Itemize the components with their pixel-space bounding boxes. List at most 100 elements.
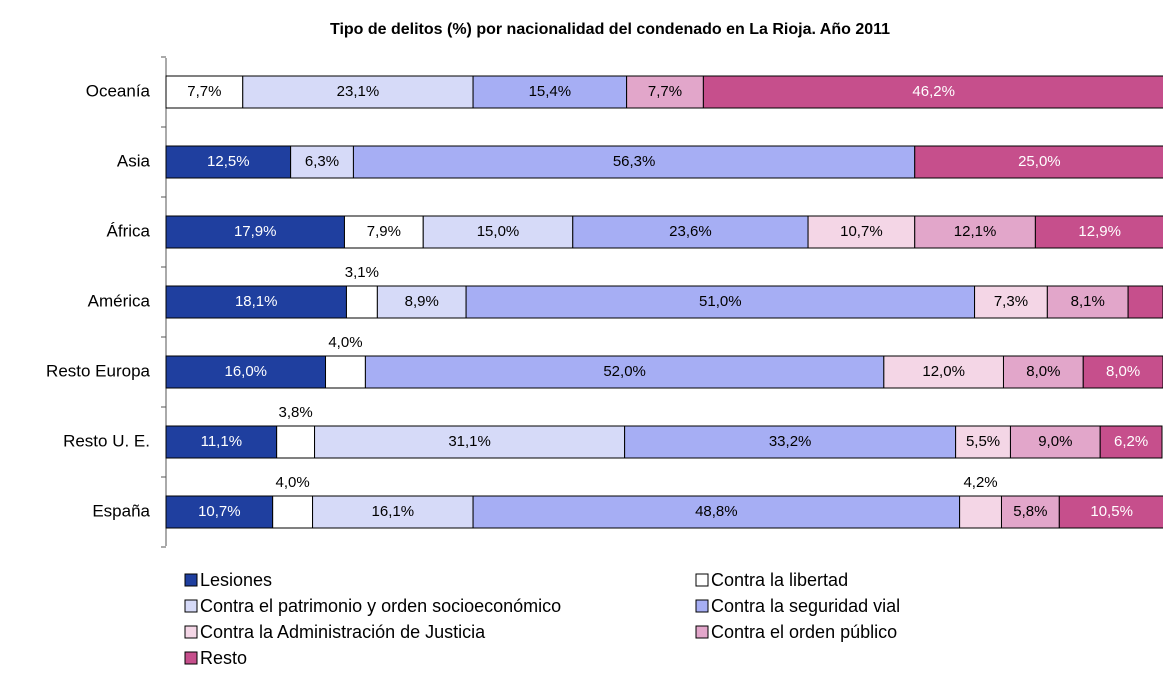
bar-segment bbox=[165, 355, 327, 389]
data-label: 23,6% bbox=[669, 223, 712, 240]
y-tick-label: Oceanía bbox=[86, 81, 151, 100]
legend-swatch bbox=[184, 599, 198, 613]
bar-segment bbox=[1099, 425, 1163, 459]
data-label: 6,3% bbox=[305, 153, 339, 170]
legend-label: Resto bbox=[200, 648, 247, 668]
bar-segment bbox=[959, 495, 1002, 529]
y-tick-label: Asia bbox=[117, 151, 151, 170]
data-label: 8,0% bbox=[1026, 363, 1060, 380]
bar-segment bbox=[626, 75, 704, 109]
legend-label: Contra la libertad bbox=[711, 570, 848, 590]
legend-swatch bbox=[184, 573, 198, 587]
data-label: 12,5% bbox=[207, 153, 250, 170]
data-label: 15,0% bbox=[477, 223, 520, 240]
data-label: 7,7% bbox=[648, 83, 682, 100]
data-label: 5,5% bbox=[966, 433, 1000, 450]
data-label: 7,7% bbox=[187, 83, 221, 100]
bar-segment bbox=[345, 285, 378, 319]
bar-segment bbox=[465, 285, 976, 319]
bar-segment bbox=[472, 75, 628, 109]
data-label: 12,0% bbox=[922, 363, 965, 380]
legend-label: Contra la seguridad vial bbox=[711, 596, 900, 616]
data-label: 17,9% bbox=[234, 223, 277, 240]
legend-swatch bbox=[695, 573, 709, 587]
bar-segment bbox=[165, 425, 278, 459]
bar-segment bbox=[1002, 355, 1084, 389]
bar-segment bbox=[352, 145, 916, 179]
data-label: 11,1% bbox=[201, 433, 242, 450]
legend-swatch bbox=[184, 625, 198, 639]
bar-segment bbox=[376, 285, 467, 319]
data-label: 31,1% bbox=[448, 433, 491, 450]
data-label: 16,0% bbox=[224, 363, 267, 380]
data-label: 8,0% bbox=[1106, 363, 1140, 380]
data-label: 56,3% bbox=[613, 153, 656, 170]
bar-segment bbox=[312, 495, 474, 529]
legend-swatch bbox=[184, 651, 198, 665]
bar-segment bbox=[1034, 215, 1163, 249]
data-label: 10,5% bbox=[1090, 503, 1133, 520]
data-label: 51,0% bbox=[699, 293, 742, 310]
bar-segment bbox=[702, 75, 1163, 109]
data-label: 8,1% bbox=[1071, 293, 1105, 310]
bar-segment bbox=[422, 215, 574, 249]
legend-label: Contra la Administración de Justicia bbox=[200, 622, 486, 642]
bar-segment bbox=[276, 425, 316, 459]
y-tick-label: Resto Europa bbox=[46, 361, 150, 380]
data-label: 3,1% bbox=[345, 264, 379, 281]
y-tick-label: África bbox=[107, 221, 151, 240]
data-label: 23,1% bbox=[337, 83, 380, 100]
bar-segment bbox=[883, 355, 1004, 389]
y-tick-label: Resto U. E. bbox=[63, 431, 150, 450]
data-label: 16,1% bbox=[372, 503, 415, 520]
y-tick-label: América bbox=[88, 291, 151, 310]
bar-segment bbox=[1127, 285, 1163, 319]
data-label: 15,4% bbox=[529, 83, 572, 100]
bar-segment bbox=[242, 75, 474, 109]
bar-segment bbox=[290, 145, 354, 179]
bar-segment bbox=[572, 215, 809, 249]
data-label: 3,8% bbox=[279, 404, 313, 421]
data-label: 6,2% bbox=[1114, 433, 1148, 450]
bar-segment bbox=[272, 495, 314, 529]
data-label: 25,0% bbox=[1018, 153, 1061, 170]
bar-segment bbox=[914, 145, 1163, 179]
bar-segment bbox=[325, 355, 366, 389]
bar-segment bbox=[1082, 355, 1163, 389]
data-label: 33,2% bbox=[769, 433, 812, 450]
bar-segment bbox=[955, 425, 1011, 459]
data-label: 5,8% bbox=[1013, 503, 1047, 520]
data-label: 4,0% bbox=[328, 334, 362, 351]
bar-segment bbox=[165, 145, 292, 179]
data-label: 52,0% bbox=[603, 363, 646, 380]
bar-segment bbox=[165, 495, 274, 529]
data-label: 10,7% bbox=[840, 223, 883, 240]
bar-segment bbox=[364, 355, 885, 389]
data-label: 10,7% bbox=[198, 503, 241, 520]
data-label: 46,2% bbox=[912, 83, 955, 100]
data-label: 4,2% bbox=[963, 474, 997, 491]
legend-swatch bbox=[695, 599, 709, 613]
legend-label: Contra el patrimonio y orden socioeconóm… bbox=[200, 596, 561, 616]
legend-swatch bbox=[695, 625, 709, 639]
bar-segment bbox=[472, 495, 961, 529]
bar-segment bbox=[1058, 495, 1163, 529]
data-label: 18,1% bbox=[235, 293, 278, 310]
data-label: 8,9% bbox=[405, 293, 439, 310]
bar-segment bbox=[1009, 425, 1101, 459]
chart-title: Tipo de delitos (%) por nacionalidad del… bbox=[330, 21, 890, 38]
bar-segment bbox=[343, 215, 424, 249]
legend-label: Contra el orden público bbox=[711, 622, 897, 642]
data-label: 12,1% bbox=[954, 223, 997, 240]
bar-segment bbox=[314, 425, 626, 459]
data-label: 12,9% bbox=[1078, 223, 1121, 240]
data-label: 9,0% bbox=[1038, 433, 1072, 450]
bar-segment bbox=[974, 285, 1048, 319]
bar-segment bbox=[165, 215, 345, 249]
legend-label: Lesiones bbox=[200, 570, 272, 590]
y-tick-label: España bbox=[92, 501, 150, 520]
data-label: 48,8% bbox=[695, 503, 738, 520]
data-label: 4,0% bbox=[276, 474, 310, 491]
bar-segment bbox=[165, 285, 347, 319]
